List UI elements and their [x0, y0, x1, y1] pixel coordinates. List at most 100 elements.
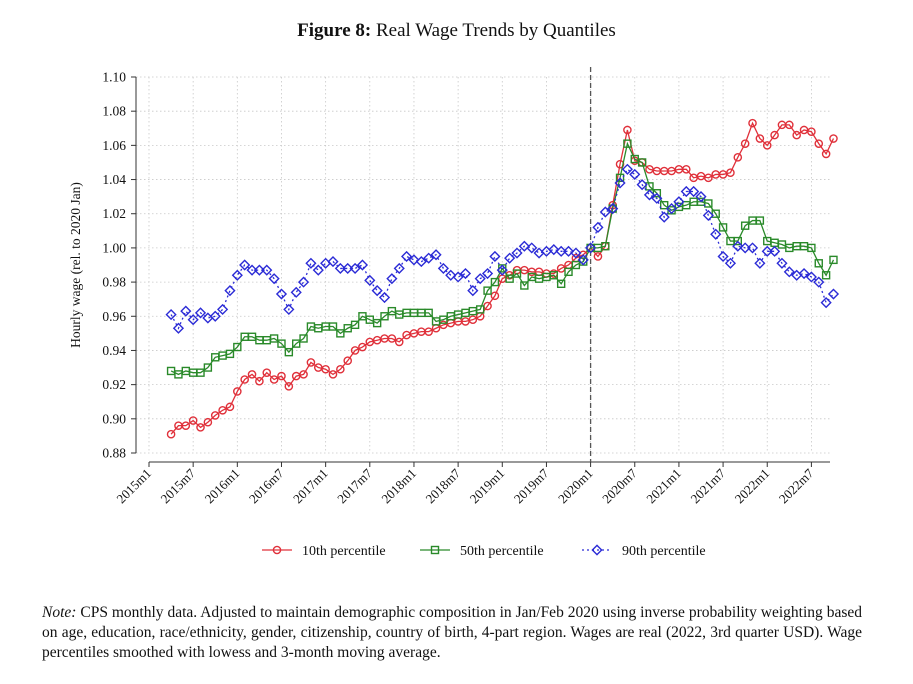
series-2-point [660, 200, 669, 210]
legend-label-2: 50th percentile [460, 544, 544, 559]
series-2-point [233, 342, 242, 352]
x-tick-label: 2015m7 [158, 465, 199, 506]
series-1-point [203, 417, 213, 427]
series-1-point [196, 423, 205, 432]
series-3-point [275, 288, 288, 300]
series-2-point [225, 349, 235, 359]
x-tick-label: 2021m7 [687, 465, 728, 506]
series-3-point [813, 276, 825, 288]
series-line-2 [170, 141, 835, 376]
series-3-point [614, 177, 626, 189]
series-1-point [770, 130, 779, 140]
series-3-point [511, 247, 523, 259]
series-3-point [246, 264, 258, 276]
x-tick-label: 2019m1 [467, 466, 508, 507]
series-3-point [386, 273, 398, 285]
series-3-point [393, 262, 405, 275]
series-1-point [740, 139, 750, 148]
figure-label: Figure 8: [297, 20, 372, 41]
series-1-point [247, 370, 257, 379]
figure-note: Note: CPS monthly data. Adjusted to main… [42, 603, 862, 681]
series-1-point [681, 164, 691, 174]
series-3-point [629, 168, 641, 181]
legend-marker-1 [272, 545, 282, 555]
series-3-point [327, 255, 339, 268]
series-3-point [710, 228, 722, 240]
x-tick-label: 2017m1 [290, 466, 331, 507]
series-3-point [180, 305, 192, 317]
x-tick-label: 2018m7 [422, 465, 463, 506]
series-3-point [202, 312, 214, 324]
series-1-point [218, 405, 227, 415]
y-tick-label: 1.06 [102, 138, 126, 153]
series-2-point [350, 320, 360, 330]
series-3-point [769, 245, 781, 257]
series-3-point [194, 307, 207, 319]
y-tick-label: 1.02 [102, 206, 126, 221]
series-2-point [564, 267, 573, 277]
series-3-point [504, 252, 516, 264]
series-2-point [203, 363, 213, 372]
series-1-point [336, 364, 345, 374]
series-3-point [371, 285, 383, 297]
x-tick-label: 2016m7 [246, 465, 287, 506]
series-2-point [556, 279, 566, 288]
series-1-point [468, 315, 478, 324]
x-tick-label: 2018m1 [378, 466, 419, 507]
series-1-point [225, 402, 235, 412]
x-tick-label: 2015m1 [113, 466, 154, 507]
y-axis-label: Hourly wage (rel. to 2020 Jan) [68, 182, 83, 348]
figure-title: Figure 8: Real Wage Trends by Quantiles [0, 20, 913, 42]
series-1-point [593, 252, 603, 261]
series-2-point [380, 312, 389, 321]
y-tick-label: 0.96 [102, 309, 126, 324]
series-3-point [783, 266, 795, 278]
series-3-point [283, 303, 295, 316]
series-2-point [483, 286, 492, 295]
series-3-point [342, 262, 354, 275]
line-chart: 0.88 0.90 0.92 0.94 0.96 0.98 1.00 1.02 1.04 1.06… [68, 67, 840, 559]
series-2-point [829, 255, 838, 265]
series-1-point [821, 149, 831, 159]
series-3-point [459, 267, 472, 280]
legend-label-1: 10th percentile [302, 544, 386, 559]
legend-marker-3 [591, 544, 603, 556]
series-line-1 [170, 121, 835, 435]
series-3-point [577, 254, 589, 266]
series-1-point [255, 376, 264, 386]
series-2-point [372, 318, 382, 328]
series-3-point [496, 264, 508, 276]
series-1-point [785, 120, 794, 130]
series-1-point [328, 370, 338, 379]
series-1-point [210, 411, 220, 420]
series-3-point [798, 267, 810, 280]
series-3-point [805, 271, 817, 283]
y-tick-label: 1.04 [102, 172, 126, 187]
series-3-point [739, 242, 751, 254]
series-3-point [673, 196, 685, 208]
series-2-point [549, 271, 558, 280]
series-3-point [452, 271, 464, 283]
series-3-point [320, 257, 332, 269]
series-2-point [269, 334, 279, 343]
x-tick-label: 2021m1 [643, 466, 684, 507]
series-1-point [704, 173, 713, 183]
series-3-point [599, 206, 611, 218]
series-3-point [746, 242, 759, 254]
series-1-point [424, 327, 433, 336]
series-2-point [733, 236, 742, 246]
series-1-point [343, 356, 353, 366]
series-1-point [792, 130, 801, 140]
series-3-point [423, 252, 435, 264]
series-1-point [269, 375, 279, 384]
series-2-point [740, 221, 750, 230]
series-3-point [526, 242, 538, 254]
series-3-point [643, 189, 656, 201]
series-3-point [224, 285, 236, 297]
series-2-point [299, 334, 308, 343]
series-2-point [336, 329, 345, 338]
figure-title-text: Real Wage Trends by Quantiles [375, 20, 616, 41]
series-1-point [284, 382, 294, 391]
series-2-point [292, 339, 301, 348]
y-tick-label: 1.00 [102, 240, 126, 255]
